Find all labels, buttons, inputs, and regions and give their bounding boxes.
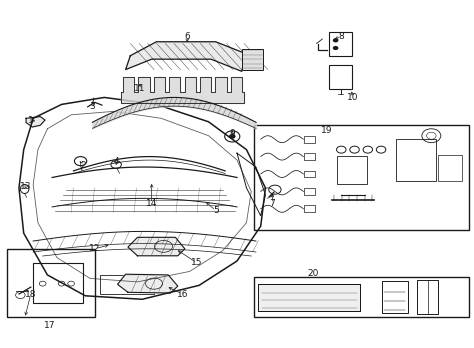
Bar: [254, 277, 469, 317]
Text: 6: 6: [184, 32, 190, 41]
Bar: [258, 284, 360, 311]
Text: 8: 8: [338, 32, 344, 41]
Bar: [396, 139, 436, 181]
Circle shape: [229, 134, 236, 139]
Polygon shape: [121, 77, 244, 103]
Text: 10: 10: [347, 93, 359, 102]
Text: 12: 12: [89, 244, 100, 253]
Bar: [242, 49, 263, 70]
Bar: [100, 275, 154, 294]
Bar: [337, 156, 367, 184]
Bar: [254, 125, 469, 230]
Text: 2: 2: [80, 161, 86, 170]
Bar: [258, 284, 360, 311]
Bar: [329, 65, 352, 89]
Bar: [438, 155, 462, 181]
Bar: [304, 136, 315, 143]
Bar: [304, 205, 315, 212]
Circle shape: [333, 38, 338, 42]
Bar: [304, 153, 315, 160]
Bar: [329, 32, 352, 56]
Text: 17: 17: [44, 321, 55, 330]
Text: 19: 19: [321, 126, 333, 135]
Bar: [304, 188, 315, 195]
Text: 20: 20: [307, 269, 319, 278]
Bar: [417, 280, 438, 314]
Text: 14: 14: [146, 199, 157, 208]
Text: 9: 9: [229, 129, 235, 139]
Text: 18: 18: [25, 290, 36, 299]
Text: 13: 13: [20, 182, 32, 191]
Circle shape: [333, 46, 338, 50]
Text: 1: 1: [28, 116, 34, 125]
Bar: [33, 263, 83, 303]
Polygon shape: [118, 274, 178, 293]
Bar: [7, 249, 95, 317]
Bar: [382, 281, 408, 313]
Polygon shape: [26, 117, 45, 127]
Text: 4: 4: [113, 157, 119, 166]
Text: 3: 3: [90, 102, 95, 111]
Text: 16: 16: [177, 290, 188, 299]
Text: 11: 11: [134, 84, 146, 93]
Text: 7: 7: [270, 199, 275, 208]
Polygon shape: [128, 237, 185, 256]
Bar: [304, 171, 315, 177]
Polygon shape: [126, 42, 246, 71]
Text: 5: 5: [213, 206, 219, 215]
Text: 15: 15: [191, 258, 202, 267]
